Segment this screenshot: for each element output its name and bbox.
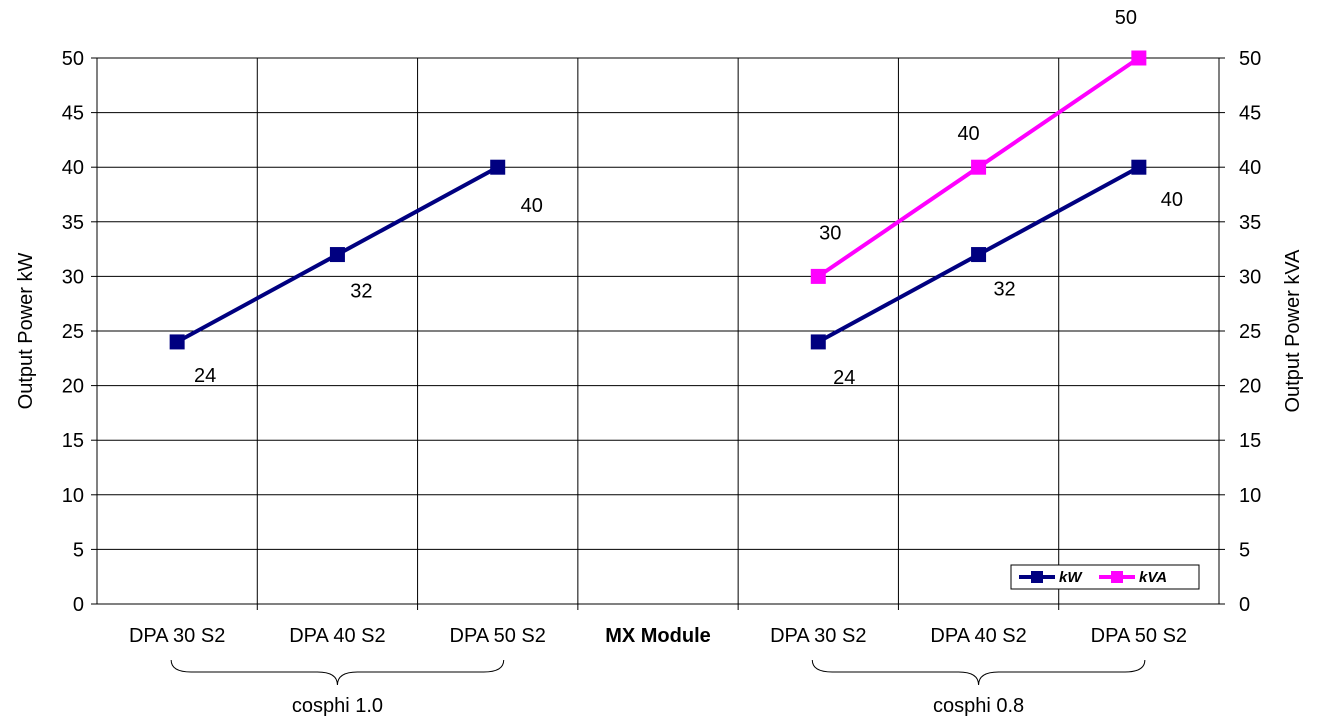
y2-tick-label: 45	[1239, 103, 1261, 125]
y-tick-label: 40	[62, 157, 84, 179]
x-category-label: MX Module	[605, 625, 711, 647]
data-label-kVA: 40	[957, 123, 979, 145]
y2-tick-label: 50	[1239, 48, 1261, 70]
y2-axis-title: Output Power kVA	[1282, 249, 1304, 413]
data-label-kVA: 30	[819, 222, 841, 244]
point-marker-kW	[810, 334, 826, 350]
y2-tick-label: 0	[1239, 594, 1250, 616]
y2-tick-label: 30	[1239, 266, 1261, 288]
legend-label: kW	[1059, 569, 1083, 586]
data-label-kW: 24	[833, 367, 855, 389]
point-marker-kW	[329, 247, 345, 263]
group-label: cosphi 0.8	[933, 695, 1024, 717]
data-label-kW: 32	[350, 281, 372, 303]
y-tick-label: 45	[62, 103, 84, 125]
point-marker-kW	[1131, 159, 1147, 175]
y-tick-label: 25	[62, 321, 84, 343]
y-tick-label: 10	[62, 485, 84, 507]
data-series	[169, 50, 1147, 350]
point-marker-kW	[169, 334, 185, 350]
data-labels: 24 32 40 24 32 40 30 40 50	[194, 7, 1183, 389]
y2-tick-label: 15	[1239, 430, 1261, 452]
point-marker-kVA	[971, 159, 987, 175]
legend-swatch-marker	[1111, 571, 1123, 583]
x-category-label: DPA 30 S2	[129, 625, 225, 647]
x-category-label: DPA 50 S2	[450, 625, 546, 647]
y2-tick-label: 20	[1239, 376, 1261, 398]
y-tick-label: 20	[62, 376, 84, 398]
y2-tick-label: 10	[1239, 485, 1261, 507]
y2-tick-label: 35	[1239, 212, 1261, 234]
data-label-kW: 32	[993, 279, 1015, 301]
data-label-kVA: 50	[1115, 7, 1137, 29]
data-label-kW: 40	[1161, 189, 1183, 211]
group-label: cosphi 1.0	[292, 695, 383, 717]
y2-tick-label: 5	[1239, 539, 1250, 561]
y-tick-label: 30	[62, 266, 84, 288]
point-marker-kW	[971, 247, 987, 263]
legend: kW kVA	[1010, 564, 1200, 590]
x-category-label: DPA 40 S2	[289, 625, 385, 647]
group-brace	[811, 659, 1146, 686]
y-tick-label: 0	[73, 594, 84, 616]
y-tick-label: 15	[62, 430, 84, 452]
data-label-kW: 24	[194, 365, 216, 387]
x-category-label: DPA 30 S2	[770, 625, 866, 647]
category-labels: DPA 30 S2 DPA 40 S2 DPA 50 S2 MX Module DPA …	[129, 625, 1187, 717]
group-brace	[170, 659, 505, 686]
x-category-label: DPA 50 S2	[1091, 625, 1187, 647]
point-marker-kVA	[1131, 50, 1147, 66]
axis-ticks: 0 0 5 5 10 10 15 15 20 20 25 25 30 30 35 35 40 40 45 45 50 50	[62, 48, 1262, 616]
point-marker-kVA	[810, 268, 826, 284]
y-axis-title: Output Power kW	[15, 253, 37, 410]
data-label-kW: 40	[521, 195, 543, 217]
y2-tick-label: 40	[1239, 157, 1261, 179]
y2-tick-label: 25	[1239, 321, 1261, 343]
y-tick-label: 5	[73, 539, 84, 561]
point-marker-kW	[490, 159, 506, 175]
y-tick-label: 50	[62, 48, 84, 70]
x-category-label: DPA 40 S2	[930, 625, 1026, 647]
legend-swatch-marker	[1031, 571, 1043, 583]
legend-label: kVA	[1139, 569, 1167, 586]
grid-lines	[97, 57, 1219, 604]
y-tick-label: 35	[62, 212, 84, 234]
